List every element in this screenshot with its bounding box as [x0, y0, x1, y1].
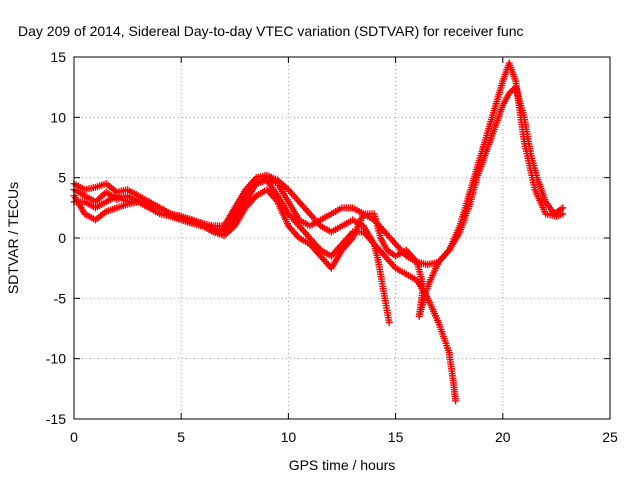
- series-track-2: [70, 176, 460, 405]
- x-axis-label: GPS time / hours: [289, 457, 396, 473]
- y-axis-label: SDTVAR / TECUs: [5, 182, 21, 294]
- data-point: [452, 397, 460, 405]
- y-tick-label: -10: [46, 351, 66, 367]
- series-track-4: [70, 83, 567, 320]
- x-tick-label: 25: [602, 429, 618, 445]
- y-tick-label: 10: [50, 109, 66, 125]
- x-tick-label: 5: [177, 429, 185, 445]
- y-tick-label: 15: [50, 49, 66, 65]
- x-tick-label: 20: [495, 429, 511, 445]
- data-point: [559, 204, 567, 212]
- series-track-1: [70, 59, 567, 269]
- data-point: [559, 210, 567, 218]
- y-tick-label: 5: [58, 170, 66, 186]
- x-tick-label: 15: [388, 429, 404, 445]
- y-tick-label: -5: [54, 290, 67, 306]
- data-layer: [70, 59, 567, 405]
- y-tick-label: -15: [46, 411, 66, 427]
- x-tick-label: 0: [70, 429, 78, 445]
- y-tick-label: 0: [58, 230, 66, 246]
- chart-title: Day 209 of 2014, Sidereal Day-to-day VTE…: [18, 23, 524, 39]
- grid: [74, 57, 610, 419]
- x-tick-label: 10: [281, 429, 297, 445]
- data-point: [385, 318, 393, 326]
- ticks: 0 5 10 15 20 25 -15 -10 -5 0 5 10 15: [46, 49, 618, 445]
